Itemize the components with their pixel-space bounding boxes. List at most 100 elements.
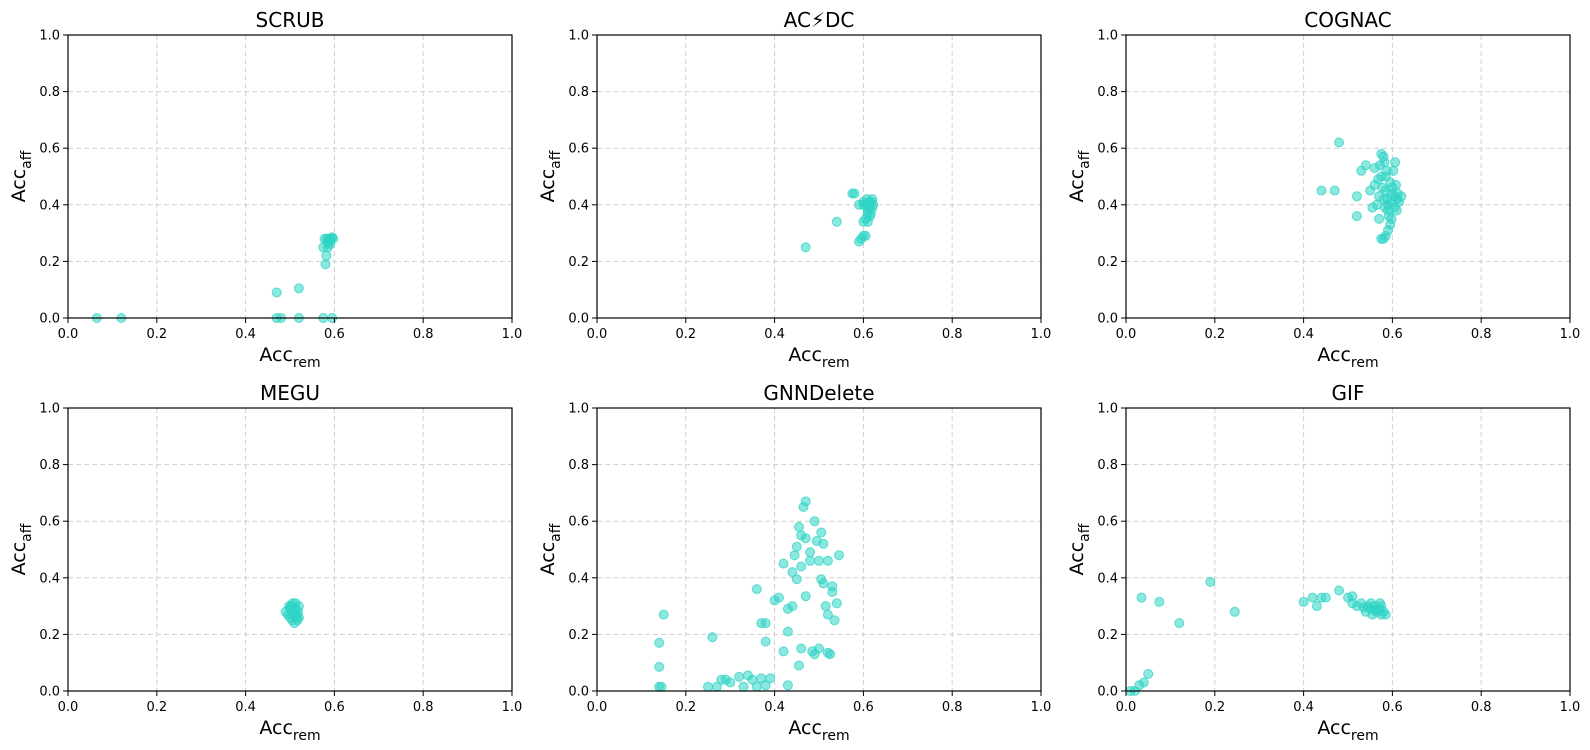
data-point xyxy=(825,649,836,660)
x-tick-label: 0.6 xyxy=(324,327,345,342)
panel-megu: 0.0 0.2 0.4 0.6 0.8 1.0 0.0 0.2 0.4 0.6 0.8 1.0 MEGU… xyxy=(8,381,522,744)
y-tick-label: 1.0 xyxy=(1097,29,1118,44)
data-point xyxy=(323,238,334,248)
x-tick-label: 0.6 xyxy=(853,327,874,342)
data-point xyxy=(1174,618,1185,629)
data-point xyxy=(1136,592,1147,603)
data-point xyxy=(1311,601,1322,612)
data-point xyxy=(1154,596,1165,607)
y-tick-label: 0.0 xyxy=(1097,312,1118,327)
data-point xyxy=(1351,211,1362,222)
x-tick-label: 0.0 xyxy=(587,327,608,342)
y-axis-label: Accaff xyxy=(8,150,35,202)
data-point xyxy=(1229,606,1240,617)
data-point xyxy=(796,643,807,654)
x-tick-label: 0.8 xyxy=(413,327,434,342)
panel-cognac: 0.0 0.2 0.4 0.6 0.8 1.0 0.0 0.2 0.4 0.6 0.8 1.0 COGN… xyxy=(1066,8,1580,371)
x-axis-label: Accrem xyxy=(259,344,320,371)
y-tick-label: 0.8 xyxy=(39,85,60,100)
data-point xyxy=(818,538,829,549)
data-point xyxy=(814,555,824,566)
y-tick-label: 0.6 xyxy=(1097,142,1118,157)
data-point xyxy=(751,681,762,692)
data-point xyxy=(778,646,789,657)
data-point xyxy=(271,287,282,298)
data-point xyxy=(293,283,304,294)
x-tick-label: 0.2 xyxy=(675,327,696,342)
data-point xyxy=(1396,191,1407,202)
data-point xyxy=(1298,596,1309,607)
plot-frame xyxy=(1125,34,1571,319)
data-point xyxy=(794,521,804,532)
data-point xyxy=(1377,182,1388,193)
data-point xyxy=(827,581,838,592)
data-point xyxy=(1334,137,1345,148)
y-tick-label: 0.0 xyxy=(39,312,60,327)
data-point xyxy=(789,550,800,561)
data-point xyxy=(787,567,798,578)
x-tick-label: 0.6 xyxy=(1382,700,1403,715)
data-point xyxy=(794,660,804,671)
data-point xyxy=(791,541,802,552)
data-point xyxy=(734,671,745,682)
x-tick-label: 0.4 xyxy=(1293,327,1314,342)
y-tick-label: 1.0 xyxy=(568,29,589,44)
data-point xyxy=(1351,191,1362,202)
y-tick-label: 0.8 xyxy=(39,458,60,473)
x-axis-label: Accrem xyxy=(259,717,320,744)
y-tick-label: 0.0 xyxy=(39,685,60,700)
y-tick-label: 0.2 xyxy=(568,628,589,643)
data-point xyxy=(865,208,876,219)
x-tick-label: 0.2 xyxy=(1204,700,1225,715)
data-point xyxy=(707,632,718,643)
data-point xyxy=(703,681,713,692)
y-tick-label: 0.4 xyxy=(568,198,589,213)
data-point xyxy=(818,578,829,589)
y-tick-label: 0.0 xyxy=(1097,685,1118,700)
plot-frame xyxy=(67,34,513,319)
x-tick-label: 0.2 xyxy=(675,700,696,715)
x-tick-label: 0.8 xyxy=(942,700,963,715)
data-point xyxy=(791,574,802,585)
data-point xyxy=(760,618,771,629)
x-tick-label: 0.4 xyxy=(235,700,256,715)
data-point xyxy=(656,681,667,692)
panel-title: AC⚡DC xyxy=(784,8,855,32)
x-tick-label: 1.0 xyxy=(502,700,523,715)
data-point xyxy=(321,250,332,261)
data-point xyxy=(814,643,824,654)
panel-gnndelete: 0.0 0.2 0.4 0.6 0.8 1.0 0.0 0.2 0.4 0.6 0.8 1.0 GNND… xyxy=(537,381,1051,744)
y-tick-label: 0.2 xyxy=(39,255,60,270)
data-point xyxy=(760,680,771,691)
y-tick-label: 0.0 xyxy=(568,685,589,700)
x-tick-label: 0.2 xyxy=(146,700,167,715)
y-tick-label: 0.2 xyxy=(1097,628,1118,643)
data-point xyxy=(654,661,665,672)
x-tick-label: 0.8 xyxy=(413,700,434,715)
x-tick-label: 1.0 xyxy=(1560,327,1581,342)
data-point xyxy=(1374,191,1385,202)
y-axis-label: Accaff xyxy=(1066,523,1093,575)
data-point xyxy=(287,598,298,609)
y-axis-label: Accaff xyxy=(1066,150,1093,202)
x-tick-label: 0.6 xyxy=(853,700,874,715)
data-point xyxy=(1379,202,1390,213)
y-tick-label: 0.6 xyxy=(568,515,589,530)
x-axis-label: Accrem xyxy=(1317,717,1378,744)
x-tick-label: 0.2 xyxy=(1204,327,1225,342)
x-tick-label: 0.8 xyxy=(1471,327,1492,342)
data-point xyxy=(805,555,816,566)
plot-frame xyxy=(596,407,1042,692)
data-point xyxy=(751,584,762,595)
data-point xyxy=(809,516,820,527)
panel-gif: 0.0 0.2 0.4 0.6 0.8 1.0 0.0 0.2 0.4 0.6 0.8 1.0 GIF A… xyxy=(1066,381,1580,744)
y-tick-label: 1.0 xyxy=(568,402,589,417)
data-point xyxy=(1373,174,1384,185)
x-tick-label: 0.0 xyxy=(1116,327,1137,342)
data-point xyxy=(658,609,669,620)
x-tick-label: 0.4 xyxy=(1293,700,1314,715)
data-point xyxy=(800,533,811,544)
x-axis-label: Accrem xyxy=(788,344,849,371)
data-point xyxy=(822,555,833,566)
y-tick-label: 0.8 xyxy=(568,85,589,100)
